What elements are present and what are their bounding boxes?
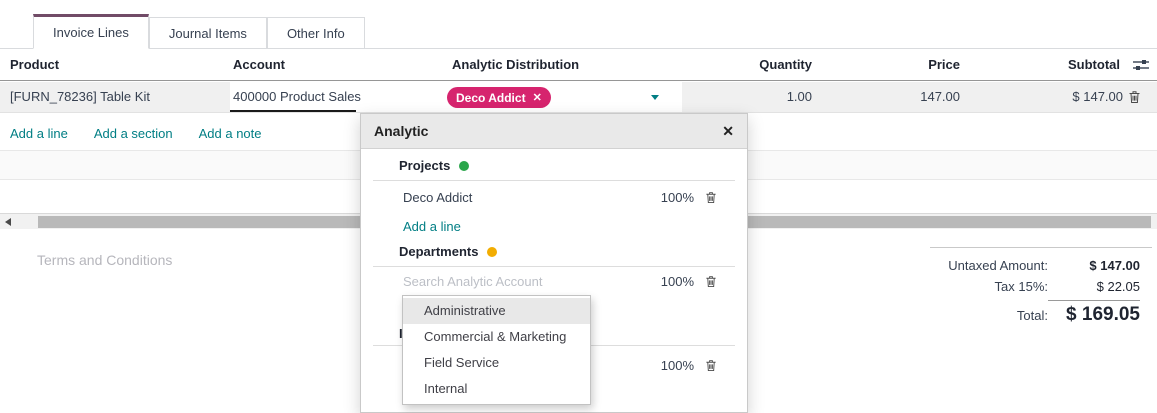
- percentage-value[interactable]: 100%: [660, 274, 694, 289]
- analytic-tag-label: Deco Addict: [456, 90, 526, 105]
- divider: [373, 180, 735, 181]
- cell-price[interactable]: 147.00: [920, 89, 960, 104]
- section-hidden-label: I: [399, 326, 403, 341]
- delete-line-icon[interactable]: [1128, 90, 1141, 107]
- percentage-value[interactable]: 100%: [660, 190, 694, 205]
- header-subtotal[interactable]: Subtotal: [1068, 57, 1120, 72]
- untaxed-amount-value: $ 147.00: [1089, 258, 1140, 273]
- search-analytic-account-input[interactable]: [403, 274, 661, 289]
- section-projects-label: Projects: [399, 158, 451, 173]
- invoice-lines-header: Product Account Analytic Distribution Qu…: [0, 49, 1157, 81]
- cell-product[interactable]: [FURN_78236] Table Kit: [10, 89, 150, 104]
- cell-account[interactable]: 400000 Product Sales: [233, 89, 361, 104]
- analytic-row-search: 100%: [403, 274, 717, 289]
- header-price[interactable]: Price: [928, 57, 960, 72]
- projects-plan-dot-icon: [459, 160, 470, 171]
- delete-row-icon[interactable]: [705, 359, 717, 372]
- header-product[interactable]: Product: [10, 57, 60, 72]
- dropdown-option-administrative[interactable]: Administrative: [403, 298, 590, 324]
- dropdown-option-commercial-marketing[interactable]: Commercial & Marketing: [424, 329, 567, 344]
- section-departments-label: Departments: [399, 244, 479, 259]
- account-input-underline: [230, 110, 356, 112]
- header-quantity[interactable]: Quantity: [759, 57, 812, 72]
- tab-invoice-lines[interactable]: Invoice Lines: [33, 14, 149, 49]
- header-analytic-distribution[interactable]: Analytic Distribution: [452, 57, 580, 72]
- section-departments: Departments: [399, 244, 498, 259]
- divider: [373, 266, 735, 267]
- analytic-dropdown-caret-icon[interactable]: [651, 95, 659, 100]
- close-icon[interactable]: ✕: [722, 122, 734, 139]
- invoice-line-row: [FURN_78236] Table Kit 400000 Product Sa…: [0, 82, 1157, 113]
- line-actions: Add a line Add a section Add a note: [0, 118, 262, 148]
- add-a-note-link[interactable]: Add a note: [198, 125, 262, 141]
- popup-add-a-line-link[interactable]: Add a line: [403, 219, 461, 234]
- departments-plan-dot-icon: [487, 246, 498, 257]
- section-hidden: I: [399, 326, 403, 341]
- add-a-line-link[interactable]: Add a line: [10, 125, 68, 141]
- notebook-tabs: Invoice Lines Journal Items Other Info: [0, 14, 1157, 49]
- tag-remove-icon[interactable]: ✕: [532, 92, 542, 104]
- analytic-row-deco-addict: Deco Addict 100%: [403, 190, 717, 205]
- tax-label: Tax 15%:: [994, 279, 1048, 294]
- tab-other-info[interactable]: Other Info: [266, 17, 365, 48]
- analytic-popup-header: Analytic ✕: [361, 114, 747, 149]
- analytic-popup-title: Analytic: [374, 123, 429, 139]
- percentage-value[interactable]: 100%: [660, 358, 694, 373]
- analytic-account-dropdown: Administrative Commercial & Marketing Fi…: [402, 295, 591, 405]
- terms-and-conditions-placeholder[interactable]: Terms and Conditions: [37, 252, 173, 268]
- cell-quantity[interactable]: 1.00: [786, 89, 812, 104]
- analytic-account-name[interactable]: Deco Addict: [403, 190, 473, 205]
- section-projects: Projects: [399, 158, 470, 173]
- header-account[interactable]: Account: [233, 57, 285, 72]
- totals-block: Untaxed Amount: $ 147.00 Tax 15%: $ 22.0…: [930, 247, 1152, 326]
- dropdown-option-internal[interactable]: Internal: [424, 381, 468, 396]
- analytic-tag[interactable]: Deco Addict ✕: [447, 87, 551, 108]
- analytic-row-hidden: 100%: [403, 358, 717, 373]
- dropdown-option-field-service[interactable]: Field Service: [424, 355, 500, 370]
- cell-subtotal: $ 147.00: [1072, 89, 1123, 104]
- delete-row-icon[interactable]: [705, 275, 717, 288]
- optional-columns-icon[interactable]: [1132, 58, 1150, 75]
- tax-value: $ 22.05: [1096, 279, 1140, 294]
- scroll-left-arrow-icon[interactable]: [5, 218, 11, 226]
- add-a-section-link[interactable]: Add a section: [93, 125, 173, 141]
- untaxed-amount-label: Untaxed Amount:: [948, 258, 1048, 273]
- total-value: $ 169.05: [1048, 300, 1140, 325]
- tab-journal-items[interactable]: Journal Items: [148, 17, 267, 48]
- delete-row-icon[interactable]: [705, 191, 717, 204]
- total-label: Total:: [1016, 308, 1048, 323]
